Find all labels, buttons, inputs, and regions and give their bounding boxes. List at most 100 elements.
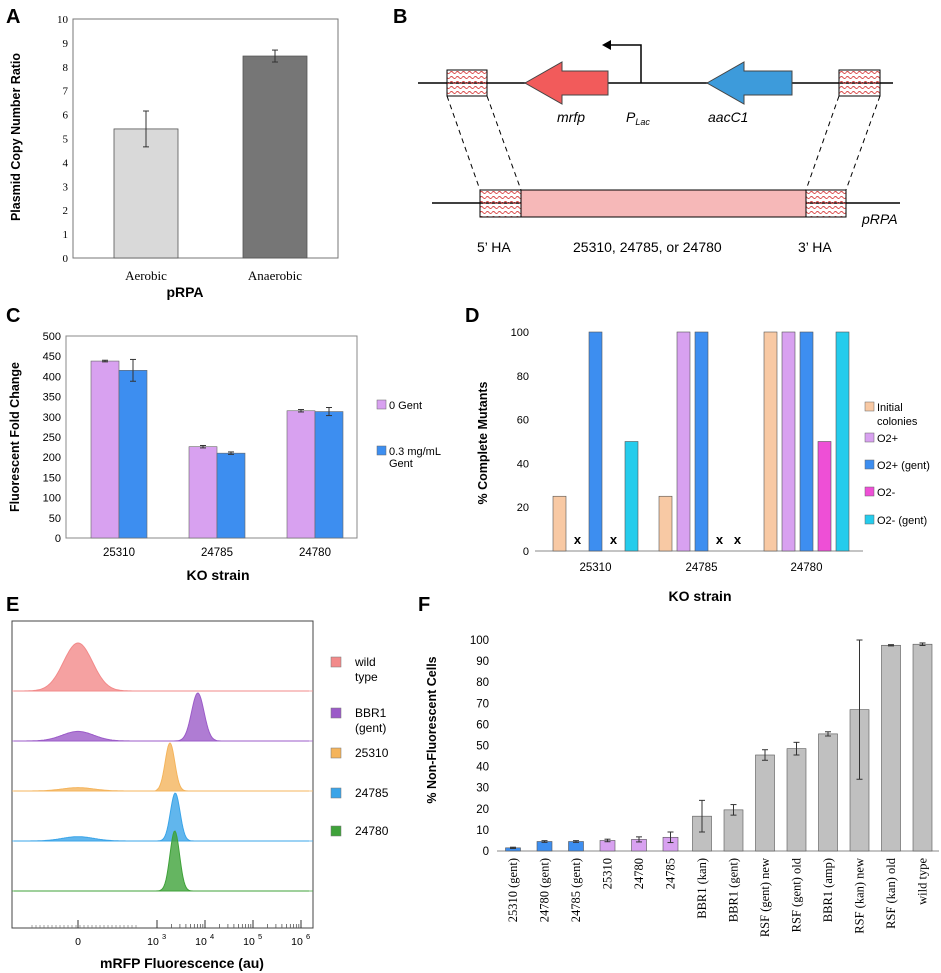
panel-d-category-label: 25310 — [580, 562, 612, 574]
panel-d-legend-label: O2+ (gent) — [877, 460, 930, 472]
panel-e-xtick-label: 10 — [243, 936, 255, 948]
panel-d-bar — [624, 441, 639, 552]
panel-e-xtick-label: 10 — [195, 936, 207, 948]
panel-d-missing-mark: x — [610, 532, 618, 547]
panel-a-ytick-label: 4 — [63, 157, 69, 169]
panel-f-ytick-label: 100 — [470, 635, 489, 647]
panel-d-bar — [835, 331, 850, 552]
panel-d-bar — [694, 331, 709, 552]
panel-d-ytick-label: 20 — [517, 502, 529, 514]
panel-e-legend-swatch — [330, 787, 342, 799]
panel-c-bar — [188, 446, 218, 539]
panel-c-bar — [286, 410, 316, 539]
panel-d-bar — [676, 331, 691, 552]
panel-e-xtick-label: 0 — [75, 936, 81, 948]
panel-f-category-label: BBR1 (kan) — [695, 858, 709, 919]
ha-5-box — [479, 189, 522, 218]
panel-c-bar — [314, 411, 344, 539]
aacc1-gene-arrow — [705, 61, 793, 105]
panel-f-category-label: 24785 — [664, 858, 678, 889]
panel-d-legend-label: colonies — [877, 416, 918, 428]
aacc1-label: aacC1 — [708, 109, 748, 125]
mrfp-gene-arrow — [523, 61, 609, 105]
panel-a-bar-anaerobic — [242, 55, 308, 259]
panel-f-category-label: 24780 (gent) — [538, 858, 552, 922]
panel-e-legend-label: type — [355, 670, 378, 684]
panel-c-ytick-label: 50 — [49, 513, 61, 525]
panel-f-ytick-label: 0 — [483, 846, 489, 858]
panel-d-bar — [552, 495, 567, 552]
panel-c-ytick-label: 400 — [43, 371, 61, 383]
panel-letter-a: A — [6, 6, 20, 28]
panel-f-category-label: RSF (kan) new — [853, 858, 867, 934]
panel-f-ytick-label: 70 — [476, 698, 489, 710]
panel-f-ytick-label: 20 — [476, 804, 489, 816]
prpa-label: pRPA — [861, 211, 898, 227]
panel-d-legend-swatch — [864, 401, 875, 412]
panel-a-ytick-label: 9 — [63, 38, 69, 50]
panel-f-ytick-label: 40 — [476, 762, 489, 774]
panel-c-ytick-label: 100 — [43, 493, 61, 505]
panel-e-histogram-24785 — [14, 792, 309, 842]
panel-f-category-label: 24780 — [632, 858, 646, 889]
panel-e-legend-label: BBR1 — [355, 706, 387, 720]
target-gene-region — [520, 189, 807, 218]
dashed-guide-right-1 — [805, 95, 840, 191]
panel-e-chart: mRFP Fluorescence (au) 0 10 3 10 4 10 5 10 6wild… — [11, 620, 389, 971]
panel-c-ytick-label: 350 — [43, 392, 61, 404]
panel-f-category-label: wild type — [916, 858, 930, 905]
panel-b-diagram: mrfp PLac aacC1 pRPA 5’ HA 25310, 24785,… — [418, 40, 900, 255]
panel-d-bar — [588, 331, 603, 552]
panel-e-histogram-wild-type — [14, 642, 309, 692]
panel-f-ylabel: % Non-Fluorescent Cells — [425, 656, 439, 803]
panel-f-bar — [786, 748, 807, 852]
panel-c-ytick-label: 200 — [43, 452, 61, 464]
panel-e-histogram-25310 — [14, 742, 309, 792]
panel-a-ytick-label: 7 — [63, 86, 69, 98]
ha-right-box — [838, 69, 881, 97]
panel-d-bar — [658, 495, 673, 552]
dashed-guide-right-2 — [845, 95, 881, 191]
panel-f-bar — [881, 644, 901, 852]
panel-d-ytick-label: 40 — [517, 458, 529, 470]
panel-e-xtick-exponent: 3 — [162, 932, 166, 941]
dashed-guide-left-2 — [486, 95, 522, 191]
panel-f-ytick-label: 60 — [476, 719, 489, 731]
panel-d-category-label: 24785 — [686, 562, 718, 574]
panel-f-category-label: RSF (gent) old — [790, 857, 804, 932]
plac-label: PLac — [626, 109, 650, 127]
panel-e-histogram-24780 — [14, 830, 309, 892]
panel-c-ytick-label: 450 — [43, 351, 61, 363]
ha-left-box — [446, 69, 488, 97]
panel-c-ylabel: Fluorescent Fold Change — [8, 362, 22, 512]
panel-c-legend-label: Gent — [389, 458, 413, 470]
ha5-label: 5’ HA — [477, 239, 511, 255]
panel-a-ytick-label: 8 — [63, 62, 69, 74]
panel-c-bar — [216, 452, 246, 539]
panel-e-legend-label: 25310 — [355, 746, 389, 760]
panel-d-bar — [763, 331, 778, 552]
panel-f-bar — [536, 841, 553, 852]
panel-a-ytick-label: 6 — [63, 110, 69, 122]
panel-e-legend-swatch — [330, 747, 342, 759]
panel-d-missing-mark: x — [716, 532, 724, 547]
plac-promoter-arrowhead — [602, 40, 611, 50]
panel-c-ytick-label: 0 — [55, 533, 61, 545]
panel-a-bar-aerobic — [113, 128, 179, 259]
panel-d-legend-swatch — [864, 432, 875, 443]
ha-3-box — [805, 189, 847, 218]
panel-e-legend-label: 24785 — [355, 786, 389, 800]
panel-d-legend-swatch — [864, 486, 875, 497]
panel-a-ytick-label: 1 — [63, 229, 69, 241]
ha3-label: 3’ HA — [798, 239, 832, 255]
panel-c-legend-label: 0.3 mg/mL — [389, 446, 441, 458]
panel-a-ylabel: Plasmid Copy Number Ratio — [9, 53, 23, 221]
panel-e-legend-label: (gent) — [355, 721, 386, 735]
panel-f-category-label: BBR1 (gent) — [727, 858, 741, 922]
panel-d-legend-swatch — [864, 459, 875, 470]
panel-e-xtick-label: 10 — [147, 936, 159, 948]
panel-a-ytick-label: 5 — [63, 134, 69, 146]
panel-d-missing-mark: x — [734, 532, 742, 547]
panel-a-ytick-label: 0 — [63, 253, 69, 265]
